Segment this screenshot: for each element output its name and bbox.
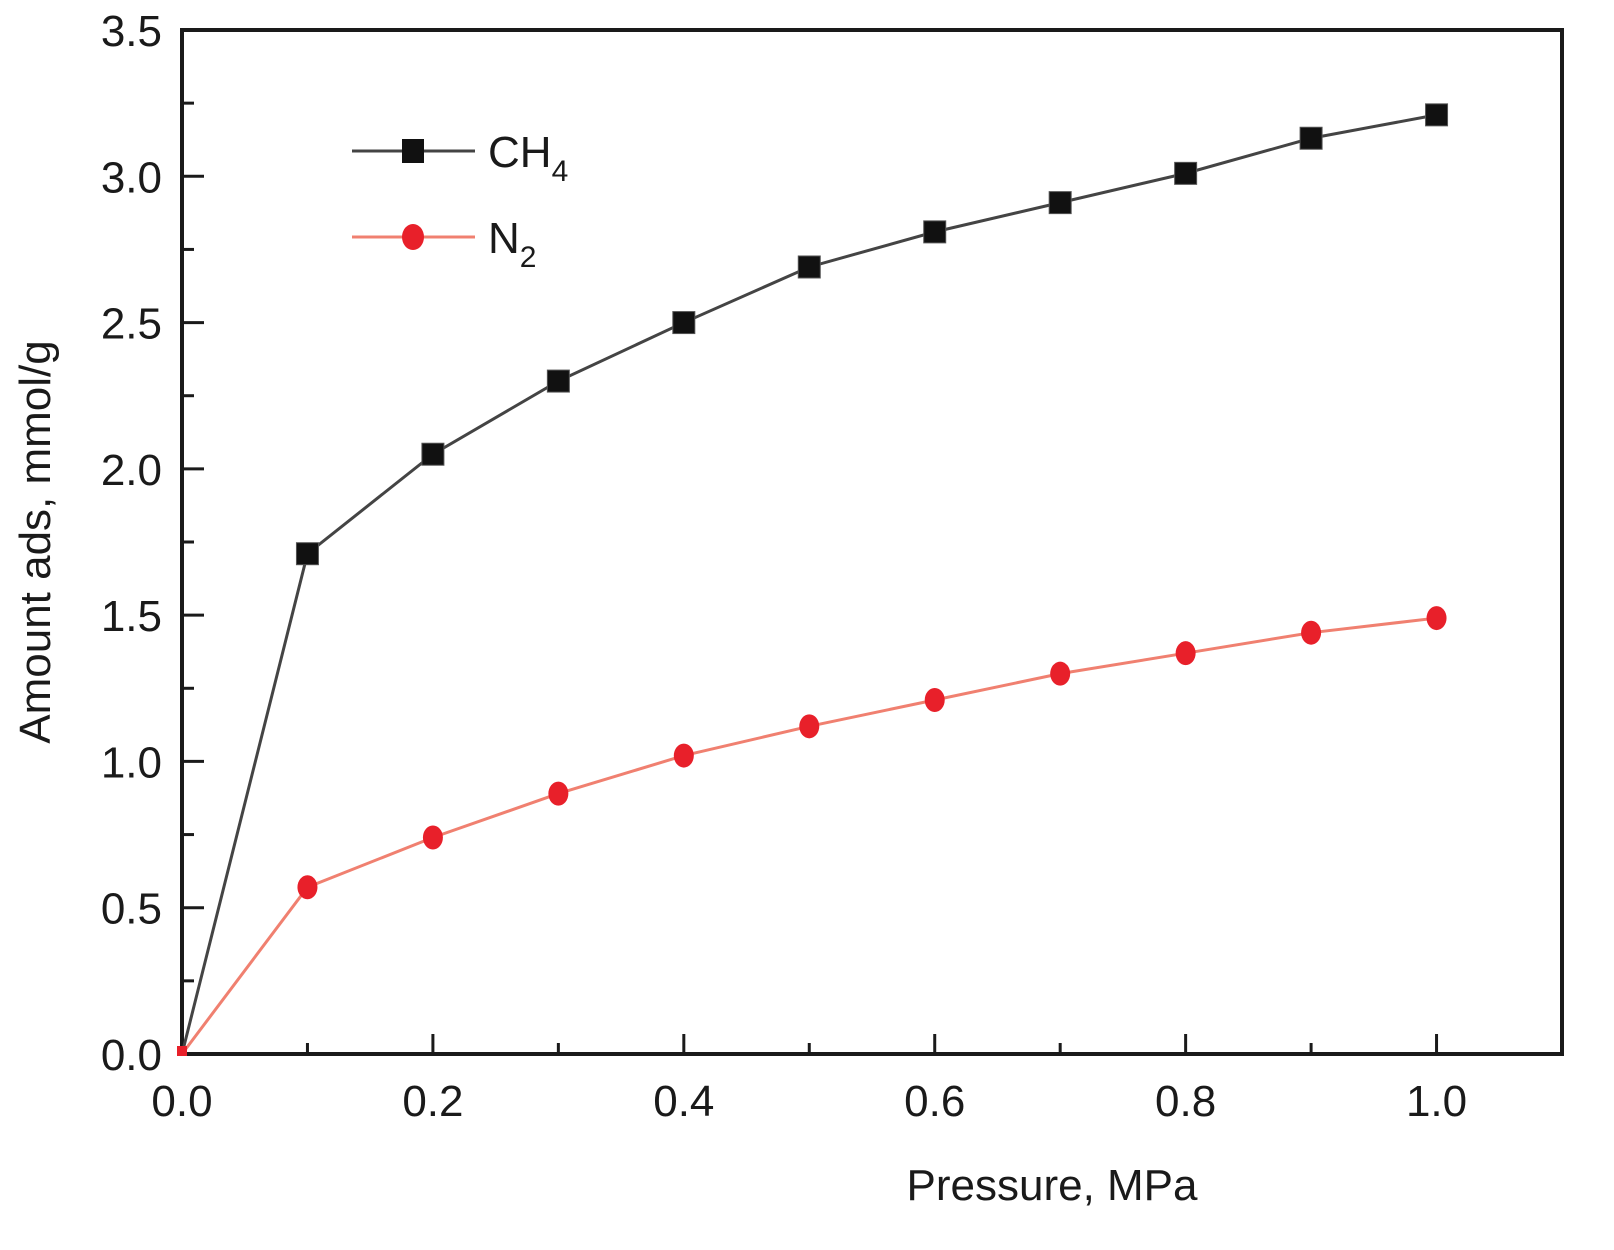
- data-point-ch4: [923, 220, 947, 244]
- legend-marker-ch4: [402, 139, 424, 163]
- x-tick-label: 0.0: [151, 1077, 212, 1126]
- data-point-ch4: [1048, 191, 1072, 215]
- data-point-n2: [1426, 606, 1447, 631]
- legend-label-n2: N2: [488, 214, 536, 274]
- data-point-n2: [673, 743, 694, 768]
- x-tick-label: 1.0: [1406, 1077, 1467, 1126]
- y-tick-label: 0.0: [101, 1031, 162, 1080]
- x-axis-title: Pressure, MPa: [907, 1161, 1199, 1210]
- y-axis-title: Amount ads, mmol/g: [11, 340, 60, 744]
- legend-item-ch4: CH4: [352, 128, 568, 188]
- legend-label-main: N: [488, 214, 520, 263]
- legend-item-n2: N2: [352, 214, 536, 274]
- data-point-n2: [422, 825, 443, 850]
- legend-label-sub: 4: [552, 155, 569, 188]
- data-point-ch4: [1299, 126, 1323, 150]
- y-tick-label: 3.5: [101, 7, 162, 56]
- y-tick-label: 1.5: [101, 592, 162, 641]
- data-point-n2: [799, 714, 820, 739]
- x-tick-label: 0.2: [402, 1077, 463, 1126]
- data-point-ch4: [797, 255, 821, 279]
- data-point-ch4: [1425, 103, 1449, 127]
- plot-frame: [180, 28, 1564, 1056]
- data-point-n2: [297, 875, 318, 900]
- data-point-ch4: [295, 542, 319, 566]
- data-point-ch4: [546, 369, 570, 393]
- series-ch4: [177, 103, 1449, 1056]
- x-tick-label: 0.4: [653, 1077, 714, 1126]
- data-point-n2: [1175, 641, 1196, 666]
- data-point-n2: [924, 687, 945, 712]
- plot-border: [180, 28, 1564, 1056]
- series-layer: [177, 103, 1449, 1056]
- y-tick-label: 0.5: [101, 885, 162, 934]
- legend-label-main: CH: [488, 128, 552, 177]
- data-point-ch4: [672, 311, 696, 335]
- y-tick-label: 3.0: [101, 153, 162, 202]
- x-tick-label: 0.8: [1155, 1077, 1216, 1126]
- y-axis-ticks: 0.0 0.5 1.0 1.5 2.0 2.5 3.0 3.5: [101, 7, 204, 1080]
- legend-label-sub: 2: [520, 241, 537, 274]
- data-point-n2: [177, 1046, 187, 1056]
- data-point-n2: [1050, 661, 1071, 686]
- x-tick-label: 0.6: [904, 1077, 965, 1126]
- legend-label-ch4: CH4: [488, 128, 568, 188]
- y-tick-label: 2.5: [101, 300, 162, 349]
- y-tick-label: 2.0: [101, 446, 162, 495]
- data-point-n2: [548, 781, 569, 806]
- data-point-ch4: [421, 442, 445, 466]
- x-axis-ticks: 0.0 0.2 0.4 0.6 0.8 1.0: [151, 1034, 1467, 1126]
- series-n2: [177, 606, 1447, 1056]
- y-tick-label: 1.0: [101, 738, 162, 787]
- data-point-ch4: [1174, 161, 1198, 185]
- legend-marker-n2: [402, 224, 424, 250]
- data-point-n2: [1301, 620, 1322, 645]
- series-line-n2: [180, 616, 1437, 1055]
